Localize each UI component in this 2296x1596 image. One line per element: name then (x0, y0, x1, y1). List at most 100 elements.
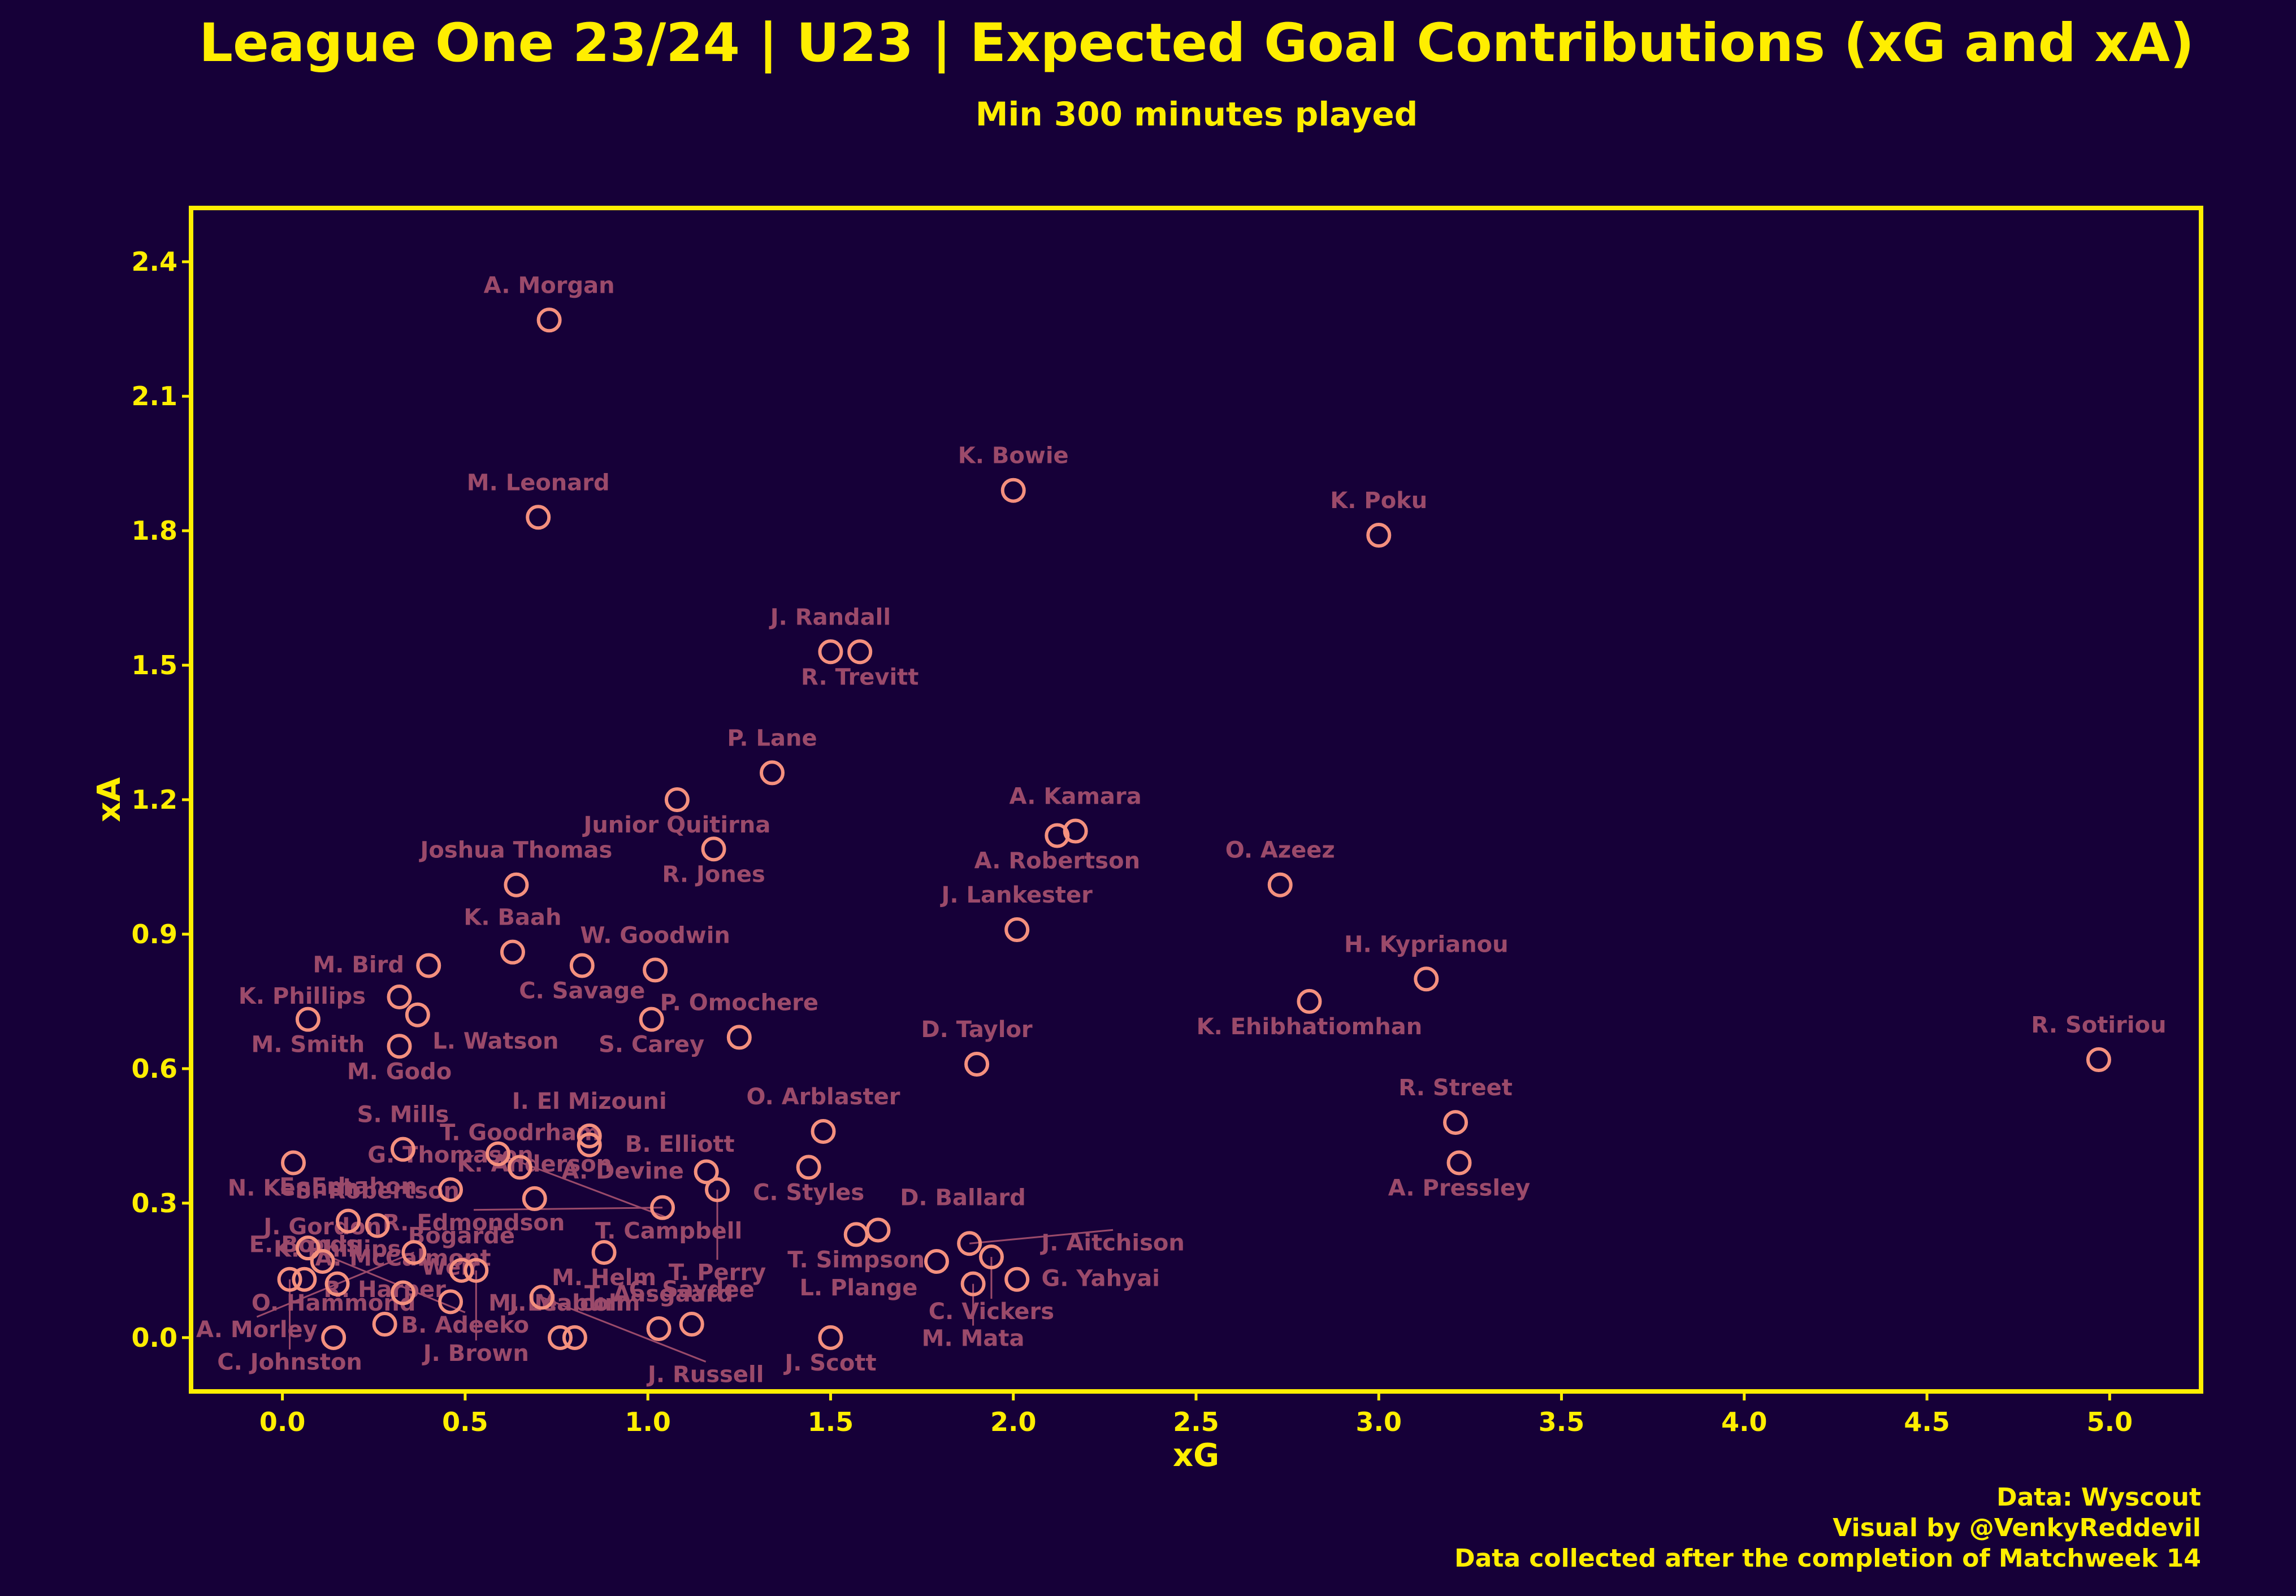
point-label: T. Simpson (787, 1247, 925, 1273)
point-label: A. Kamara (1010, 784, 1142, 810)
point-label: M. Smith (252, 1032, 365, 1058)
data-point (295, 1235, 320, 1261)
point-label: N. Kenneh (228, 1175, 359, 1201)
point-label: M. Leaburn (488, 1290, 632, 1316)
data-point (924, 1248, 949, 1274)
point-label: S. Robertson (295, 1178, 460, 1204)
data-point (1004, 917, 1030, 943)
data-point (577, 1132, 602, 1157)
data-point (387, 1034, 412, 1059)
data-point (705, 1177, 730, 1203)
point-label: J. Scott (783, 1350, 876, 1376)
data-point (336, 1208, 361, 1234)
data-point (548, 1325, 573, 1350)
data-point (701, 836, 726, 862)
point-label: O. Azeez (1225, 838, 1335, 864)
point-label: J. Randall (769, 604, 891, 630)
point-label: L. Plange (800, 1275, 918, 1301)
data-point (694, 1159, 719, 1185)
point-label: B. Elliott (625, 1131, 735, 1157)
data-point (387, 985, 412, 1009)
x-axis: 0.0 0.5 1.0 1.5 2.0 2.5 3.0 3.5 4.0 4.5 5.0 (259, 1391, 2133, 1437)
data-point (507, 1155, 532, 1180)
point-label: R. Street (1398, 1075, 1513, 1101)
y-tick-label: 1.5 (132, 650, 178, 680)
chart-subtitle: Min 300 minutes played (976, 95, 1418, 133)
data-point (818, 1325, 843, 1350)
point-label: K. Baah (463, 905, 561, 931)
point-label: W. Goodwin (580, 922, 730, 948)
data-point (324, 1271, 350, 1296)
y-tick-label: 0.6 (132, 1053, 178, 1084)
y-axis-label: xA (91, 777, 128, 822)
data-point (562, 1325, 587, 1350)
point-label: D. Ballard (900, 1185, 1026, 1211)
data-point (526, 505, 551, 530)
x-tick-label: 0.0 (259, 1407, 306, 1437)
point-label: M. Bird (313, 952, 404, 978)
x-tick-label: 4.5 (1904, 1407, 1950, 1437)
label-leader-line (541, 1296, 707, 1363)
point-label: R. Sotiriou (2031, 1012, 2166, 1038)
point-label: S. Carey (599, 1032, 704, 1058)
data-point (577, 1123, 602, 1148)
data-point (1366, 523, 1392, 548)
x-tick-label: 1.5 (808, 1407, 854, 1437)
point-label: C. Styles (753, 1179, 864, 1205)
point-label: D. Taylor (921, 1017, 1032, 1043)
point-label: O. Arblaster (746, 1084, 900, 1110)
x-tick-label: 3.0 (1356, 1407, 1402, 1437)
data-point (760, 760, 785, 786)
data-point (964, 1051, 990, 1077)
x-tick-label: 1.0 (625, 1407, 671, 1437)
data-point (847, 639, 873, 665)
point-label: I. El Mizouni (512, 1088, 667, 1114)
point-label: R. Edmondson (383, 1210, 565, 1236)
data-point (679, 1312, 704, 1337)
data-point (292, 1267, 317, 1292)
data-point (449, 1257, 474, 1283)
y-tick-label: 0.3 (132, 1188, 178, 1218)
point-label-layer: A. Morgan K. Bowie M. Leonard K. Poku J. Ran… (196, 272, 2167, 1387)
point-label: C. Savage (519, 978, 645, 1004)
data-point (726, 1025, 752, 1050)
data-point (978, 1244, 1004, 1270)
data-point (277, 1267, 302, 1292)
x-tick-label: 5.0 (2087, 1407, 2133, 1437)
data-point (1446, 1150, 1472, 1176)
point-label: J. Brown (422, 1341, 529, 1367)
point-label: T. Campbell (595, 1218, 742, 1244)
data-point (818, 639, 843, 665)
point-label: K. Ehibhatiomhan (1197, 1014, 1423, 1040)
point-label: E. Erhahon (279, 1174, 417, 1200)
point-label: K. Bowie (958, 443, 1069, 469)
data-point (281, 1150, 306, 1176)
data-point (1297, 988, 1322, 1014)
x-tick-label: 3.5 (1539, 1407, 1585, 1437)
data-point (529, 1285, 554, 1310)
data-point (865, 1217, 891, 1243)
y-tick-label: 1.8 (132, 515, 178, 546)
y-axis: 0.0 0.3 0.6 0.9 1.2 1.5 1.8 2.1 2.4 (132, 246, 191, 1353)
data-point (1045, 823, 1070, 848)
point-label: H. Kyprianou (1344, 931, 1509, 957)
point-label: S. Mills (357, 1102, 449, 1128)
data-point (957, 1231, 982, 1256)
point-label: M. Helm (552, 1265, 656, 1291)
data-point (438, 1289, 463, 1315)
data-point (960, 1271, 986, 1296)
point-label: J. Lankester (939, 882, 1093, 908)
data-point (365, 1213, 390, 1238)
data-point (646, 1316, 672, 1341)
y-tick-label: 0.9 (132, 919, 178, 949)
point-label: B. Adeeko (401, 1312, 529, 1338)
y-tick-label: 2.1 (132, 381, 178, 411)
point-label: Joshua Thomas (419, 838, 613, 864)
point-label: T. Goodrham (440, 1120, 600, 1146)
x-tick-label: 0.5 (442, 1407, 488, 1437)
y-tick-label: 0.0 (132, 1322, 178, 1353)
data-point (569, 953, 595, 978)
point-label: C. Vickers (929, 1299, 1054, 1325)
data-point (639, 1007, 664, 1032)
point-label: R. Trevitt (801, 664, 919, 690)
